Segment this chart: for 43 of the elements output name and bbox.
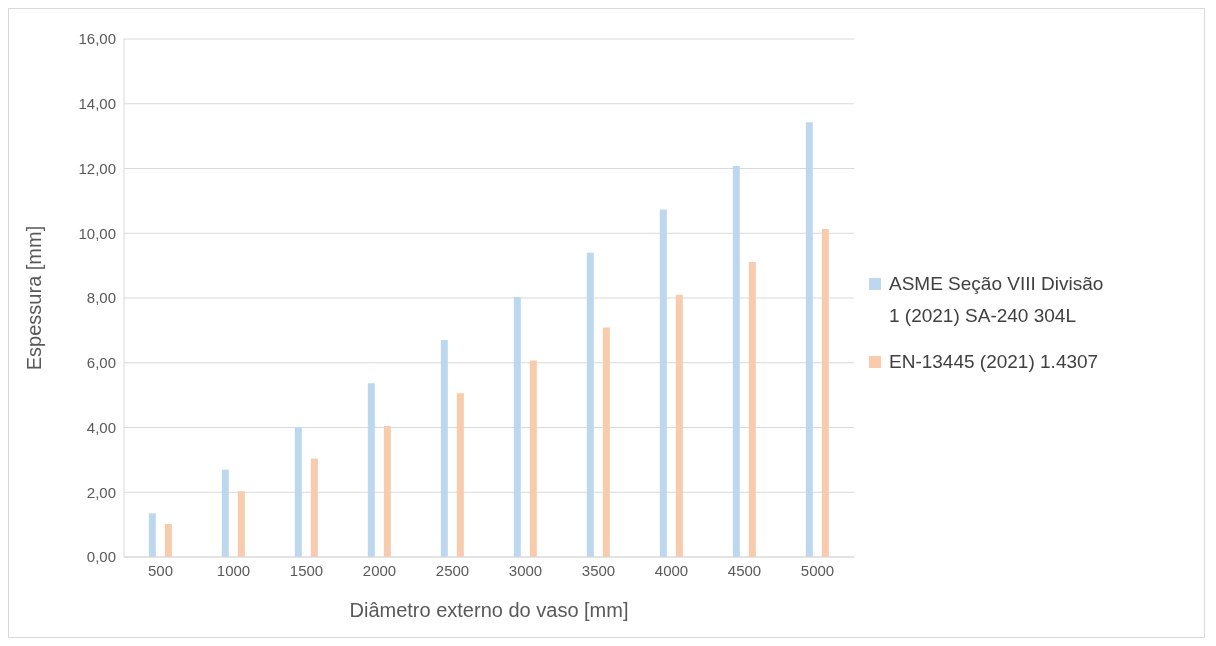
y-tick-label: 16,00: [78, 30, 116, 48]
bar: [148, 513, 156, 557]
x-tick-label: 500: [147, 561, 174, 579]
x-tick-label: 3000: [508, 561, 543, 579]
y-tick-label: 12,00: [78, 159, 116, 177]
y-tick-label: 8,00: [86, 289, 116, 307]
bar: [821, 229, 829, 557]
bar: [310, 458, 318, 557]
bar: [513, 297, 521, 557]
bar: [383, 425, 391, 557]
y-tick-label: 14,00: [78, 95, 116, 113]
legend-label: ASME Seção VIII Divisão 1 (2021) SA-240 304L: [889, 272, 1105, 328]
legend-label: EN-13445 (2021) 1.4307: [889, 350, 1100, 374]
bar: [659, 209, 667, 557]
y-tick-label: 10,00: [78, 224, 116, 242]
bar: [805, 122, 813, 557]
x-tick-label: 4000: [654, 561, 689, 579]
bar: [675, 294, 683, 557]
bar: [221, 469, 229, 557]
bar: [456, 393, 464, 557]
bar: [586, 252, 594, 557]
x-tick-label: 5000: [800, 561, 835, 579]
y-tick-label: 6,00: [86, 354, 116, 372]
y-axis-title: Espessura [mm]: [23, 225, 46, 371]
x-tick-label: 2500: [435, 561, 470, 579]
y-tick-label: 2,00: [86, 483, 116, 501]
bar: [164, 523, 172, 557]
bar: [367, 383, 375, 557]
bar: [732, 165, 740, 557]
bar: [237, 491, 245, 557]
bar: [748, 262, 756, 557]
y-tick-label: 4,00: [86, 418, 116, 436]
bar: [529, 360, 537, 557]
x-tick-label: 4500: [727, 561, 762, 579]
bar: [294, 427, 302, 557]
x-tick-label: 1000: [216, 561, 251, 579]
x-tick-label: 2000: [362, 561, 397, 579]
x-axis-title: Diâmetro externo do vaso [mm]: [349, 599, 629, 621]
bar: [440, 340, 448, 557]
bar: [602, 327, 610, 557]
y-tick-label: 0,00: [86, 548, 116, 566]
x-tick-label: 1500: [289, 561, 324, 579]
x-tick-label: 3500: [581, 561, 616, 579]
